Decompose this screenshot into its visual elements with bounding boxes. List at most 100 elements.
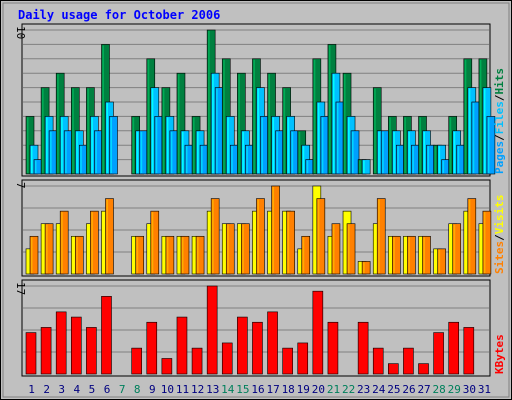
bar-highlight [147,59,150,173]
bar-highlight [193,117,195,173]
bar-highlight [238,224,240,273]
bar-kbytes-day-27 [418,363,429,375]
bar-highlight [479,59,482,173]
bar-highlight [42,88,44,173]
bar-sites-day-18 [286,210,295,275]
bar-kbytes-day-25 [388,363,399,375]
bar-highlight [449,224,452,273]
bar-sites-day-4 [74,235,84,275]
bar-highlight [27,117,29,173]
bar-highlight [313,187,316,273]
legend-visits-sites: Sites/Visits [493,195,506,275]
bar-highlight [434,249,437,273]
bar-kbytes-day-2 [40,327,52,375]
bar-highlight [487,117,490,173]
bar-sites-day-25 [392,235,401,275]
x-tick-label-day-31: 31 [478,383,491,396]
bar-highlight [483,88,486,173]
bar-highlight [65,131,67,173]
bar-highlight [283,212,286,273]
bar-highlight [408,131,410,173]
bar-highlight [374,349,376,373]
x-tick-label-day-30: 30 [463,383,476,396]
x-tick-label-day-12: 12 [191,383,204,396]
panel-visits-sites: 7 Sites/Visits [14,179,506,277]
bar-highlight [50,131,52,173]
x-tick-label-day-26: 26 [402,383,415,396]
bar-kbytes-day-11 [176,316,188,375]
x-tick-label-day-19: 19 [297,383,310,396]
bar-highlight [181,131,184,173]
bar-highlight [193,237,195,273]
bar-kbytes-day-29 [448,321,460,375]
bar-sites-day-30 [467,198,477,275]
bar-highlight [151,88,154,173]
bar-sites-day-14 [225,223,235,275]
bar-highlight [389,364,391,373]
bar-files-day-23 [361,159,371,175]
bar-highlight [177,237,180,273]
bar-kbytes-day-30 [463,327,475,375]
bar-highlight [46,224,48,273]
bar-highlight [162,359,165,373]
bar-sites-day-9 [150,210,160,275]
bar-highlight [453,224,456,273]
bar-highlight [212,199,214,273]
bar-highlight [457,146,460,173]
x-tick-label-day-14: 14 [221,383,235,396]
bar-highlight [449,323,452,373]
bar-pages-day-6 [109,116,118,175]
bar-highlight [359,323,361,373]
bar-highlight [57,312,59,373]
bar-highlight [298,343,301,373]
bar-highlight [438,146,441,173]
bar-highlight [344,212,346,273]
bar-highlight [393,237,395,273]
bar-highlight [408,237,410,273]
bar-highlight [223,59,225,173]
bar-highlight [242,224,244,273]
bar-highlight [287,117,290,173]
bar-sites-day-6 [105,198,114,275]
bar-highlight [102,297,104,373]
bar-highlight [332,224,335,273]
bar-highlight [464,328,467,373]
bar-highlight [61,212,63,273]
bar-kbytes-day-19 [297,342,309,375]
x-tick-label-day-16: 16 [251,383,264,396]
bar-highlight [155,117,158,173]
bar-highlight [216,88,218,173]
bar-kbytes-day-20 [312,290,324,375]
bar-highlight [298,249,301,273]
bar-highlight [313,292,316,373]
bar-highlight [223,224,225,273]
bar-highlight [423,131,426,173]
legend-item-files: Files [493,101,506,134]
bar-sites-day-10 [165,235,175,275]
bar-highlight [136,131,139,173]
x-tick-label-day-1: 1 [28,383,35,396]
chart-title: Daily usage for October 2006 [18,8,220,22]
bar-kbytes-day-9 [146,321,158,375]
bar-highlight [35,160,37,173]
bar-highlight [404,237,406,273]
bar-kbytes-day-4 [70,316,82,375]
x-tick-label-day-23: 23 [357,383,370,396]
bar-highlight [321,117,324,173]
bar-pages-day-31 [486,116,496,175]
x-tick-label-day-4: 4 [74,383,81,396]
bar-highlight [272,187,275,273]
bar-highlight [95,131,97,173]
x-tick-label-day-18: 18 [282,383,295,396]
bar-highlight [223,343,225,373]
bar-highlight [438,249,441,273]
bar-highlight [374,224,376,273]
bar-sites-day-27 [422,235,431,275]
x-tick-label-day-21: 21 [327,383,340,396]
bar-highlight [419,117,422,173]
bar-sites-day-19 [301,235,311,275]
legend-kbytes: KBytes [493,334,506,374]
bar-highlight [197,131,199,173]
bar-kbytes-day-1 [25,332,37,375]
bar-sites-day-1 [29,235,39,275]
